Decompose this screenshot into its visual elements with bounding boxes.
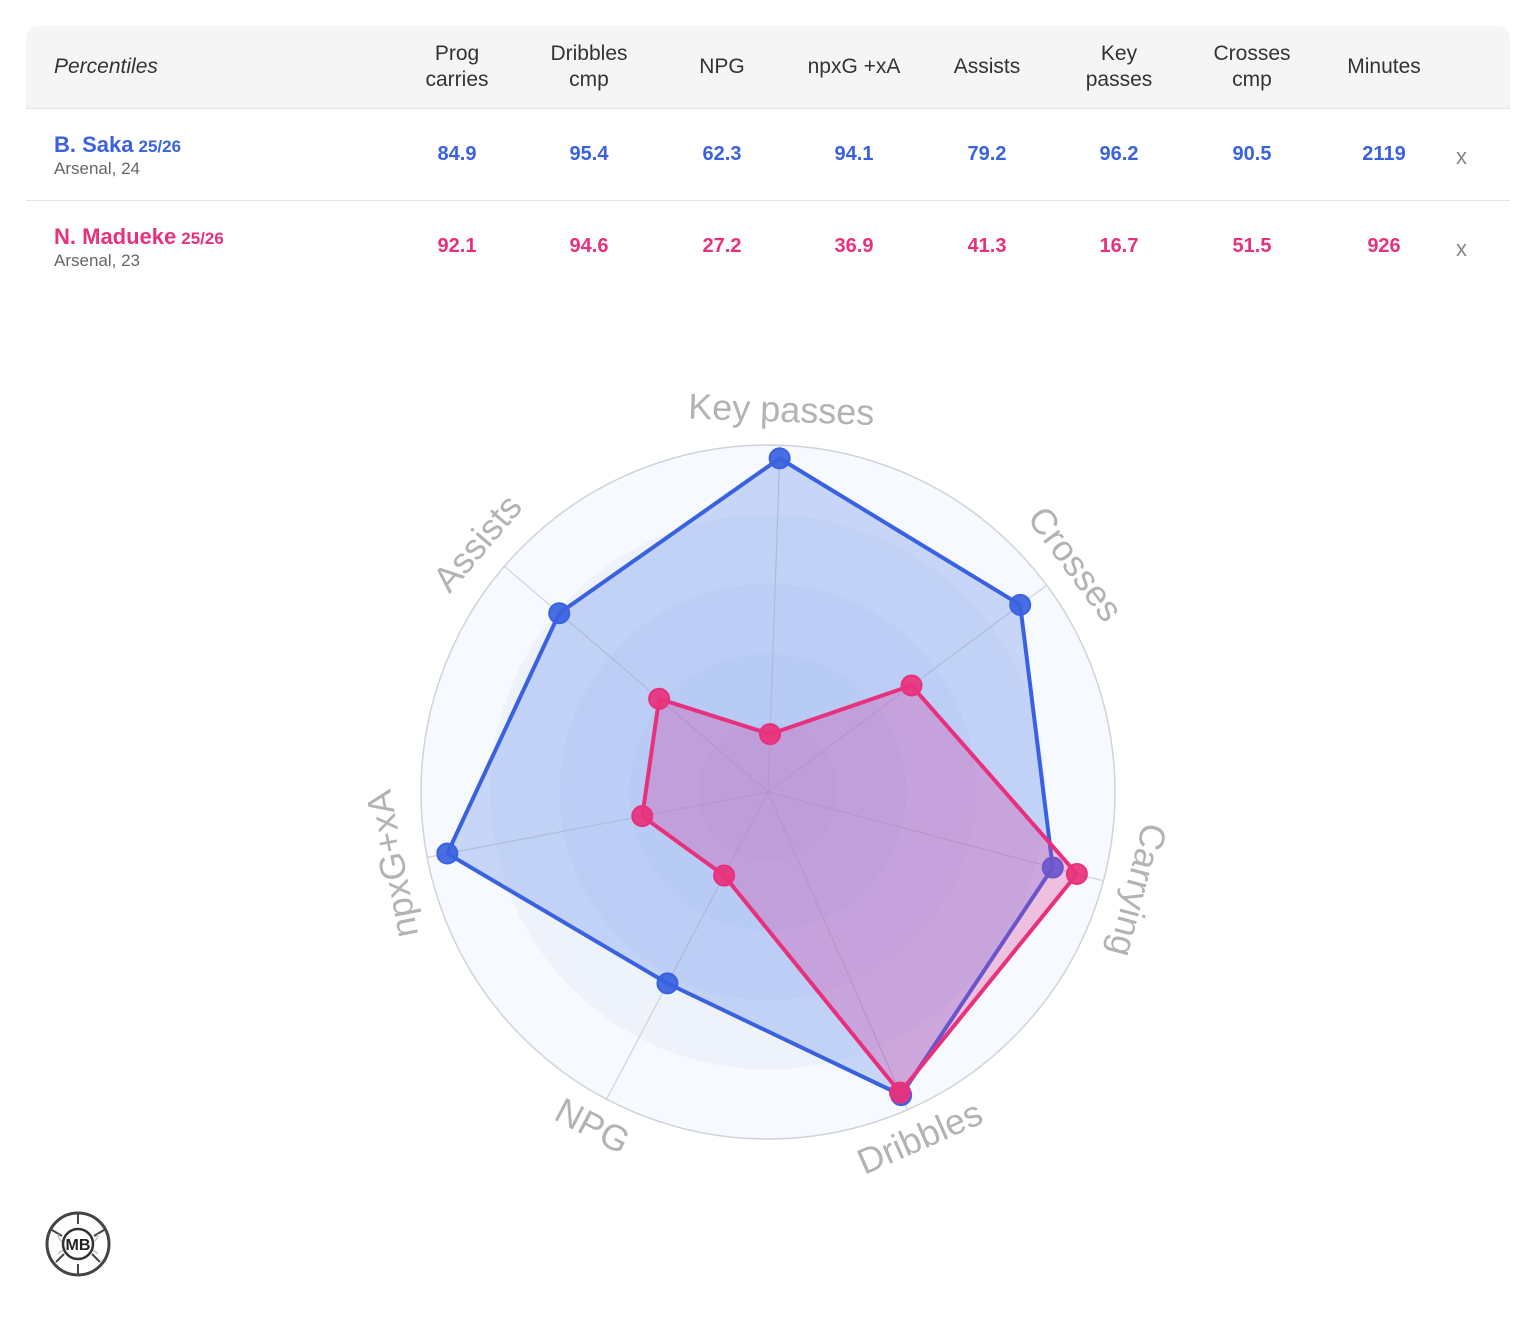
- radar-point: [648, 687, 671, 710]
- table-cell: 79.2: [967, 143, 1007, 165]
- radar-spoke: [427, 791, 769, 858]
- player-name-text: N. Madueke: [54, 224, 177, 249]
- radar-point: [1041, 856, 1064, 879]
- radar-point: [889, 1081, 912, 1104]
- radar-series: [436, 447, 1088, 1107]
- table-cell: 90.5: [1232, 143, 1272, 165]
- radar-point: [436, 842, 459, 865]
- radar-point: [1009, 593, 1032, 616]
- col-key-passes[interactable]: Key passes: [1085, 42, 1153, 91]
- col-npxg-xa[interactable]: npxG +xA: [807, 55, 901, 78]
- football-logo-icon: MB: [44, 1210, 112, 1278]
- player-name-text: B. Saka: [54, 132, 134, 157]
- table-cell: 92.1: [437, 235, 477, 257]
- table-cell: 96.2: [1099, 143, 1139, 165]
- table-cell: 41.3: [967, 235, 1007, 257]
- remove-player-button[interactable]: x: [1456, 236, 1467, 261]
- player-season: 25/26: [181, 229, 224, 248]
- radar-axis-label: npxG+xA: [358, 787, 426, 941]
- player-season: 25/26: [138, 137, 182, 156]
- table-cell: 94.1: [834, 143, 874, 165]
- col-dribbles-cmp[interactable]: Dribbles cmp: [550, 42, 628, 91]
- radar-series-polygon: [640, 683, 1079, 1095]
- radar-outer-ring: [420, 444, 1116, 1140]
- table-row: N. Madueke 25/26 Arsenal, 23 92.1 94.6 27…: [26, 201, 1510, 292]
- radar-series-polygon: [445, 456, 1055, 1098]
- radar-spoke: [767, 791, 909, 1110]
- radar-point: [548, 602, 571, 625]
- col-prog-carries[interactable]: Prog carries: [425, 42, 489, 91]
- radar-spoke: [606, 791, 769, 1100]
- radar-point: [713, 864, 736, 887]
- table-cell: 36.9: [834, 235, 874, 257]
- remove-player-button[interactable]: x: [1456, 144, 1467, 169]
- radar-point: [900, 674, 923, 697]
- radar-point: [631, 805, 654, 828]
- col-assists[interactable]: Assists: [953, 55, 1021, 78]
- table-cell: 95.4: [569, 143, 609, 165]
- table-row: B. Saka 25/26 Arsenal, 24 84.9 95.4 62.3 …: [26, 109, 1510, 201]
- player-info: Arsenal, 23: [54, 251, 140, 270]
- radar-spoke: [504, 565, 769, 793]
- table-header: Percentiles Prog carries Dribbles cmp NP…: [26, 26, 1510, 109]
- radar-point: [759, 723, 782, 746]
- radar-point: [656, 972, 679, 995]
- player-info: Arsenal, 24: [54, 159, 140, 178]
- radar-axis-label: Key passes: [688, 386, 875, 433]
- col-npg[interactable]: NPG: [699, 55, 745, 78]
- col-crosses-cmp[interactable]: Crosses cmp: [1213, 42, 1291, 91]
- col-minutes[interactable]: Minutes: [1347, 55, 1421, 78]
- header-label: Percentiles: [54, 55, 158, 78]
- table-cell: 62.3: [702, 143, 742, 165]
- table-cell: 27.2: [702, 235, 742, 257]
- table-cell: 16.7: [1099, 235, 1139, 257]
- table-cell: 84.9: [437, 143, 477, 165]
- table-cell: 926: [1367, 235, 1401, 257]
- player-name[interactable]: N. Madueke 25/26: [54, 225, 224, 251]
- table-cell: 94.6: [569, 235, 609, 257]
- player-name[interactable]: B. Saka 25/26: [54, 133, 181, 159]
- percentile-table: Percentiles Prog carries Dribbles cmp NP…: [26, 26, 1510, 292]
- radar-point: [1065, 862, 1088, 885]
- radar-point: [768, 447, 791, 470]
- logo-text: MB: [66, 1237, 91, 1254]
- table-cell: 51.5: [1232, 235, 1272, 257]
- table-cell: 2119: [1362, 143, 1406, 165]
